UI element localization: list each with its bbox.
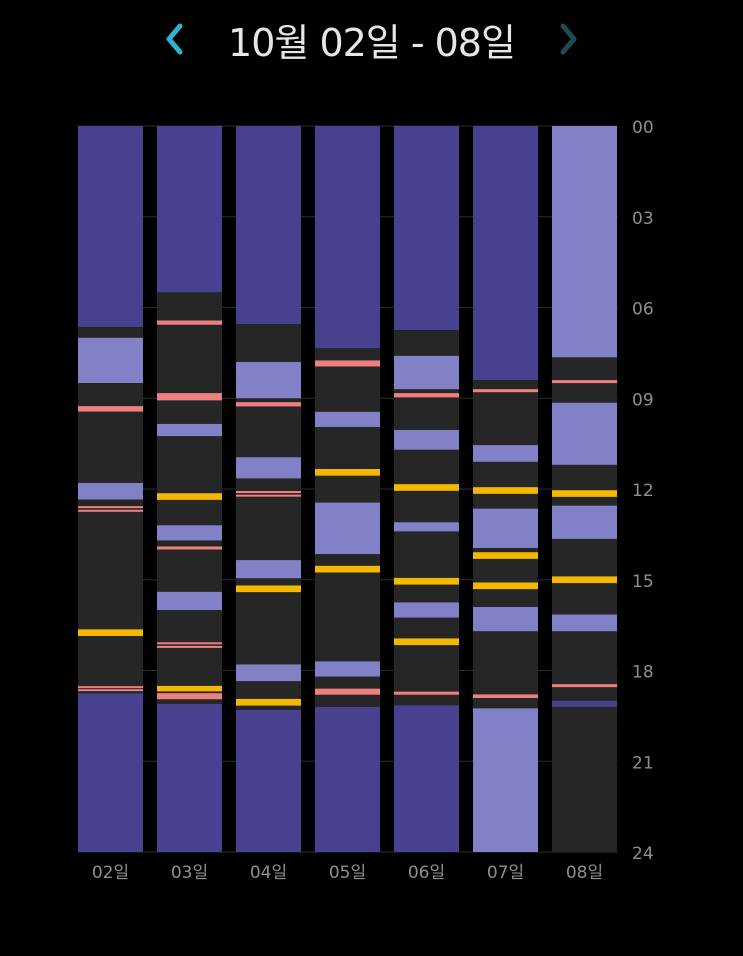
segment-light-blue bbox=[157, 591, 222, 610]
segment-light-blue bbox=[473, 708, 538, 852]
mark-pink bbox=[315, 360, 380, 367]
segment-dark-blue bbox=[394, 126, 459, 331]
mark-yellow bbox=[78, 629, 143, 637]
mark-pink bbox=[78, 509, 143, 512]
mark-yellow bbox=[394, 577, 459, 585]
segment-light-blue bbox=[236, 457, 301, 479]
prev-week-button[interactable] bbox=[158, 22, 192, 56]
mark-yellow bbox=[157, 685, 222, 692]
y-tick-label: 06 bbox=[632, 300, 654, 320]
segment-light-blue bbox=[473, 508, 538, 548]
segment-dark-blue bbox=[473, 126, 538, 381]
mark-pink bbox=[236, 494, 301, 497]
y-tick-label: 21 bbox=[632, 753, 654, 773]
mark-yellow bbox=[473, 582, 538, 590]
x-tick-label: 04일 bbox=[250, 863, 287, 883]
segment-light-blue bbox=[236, 560, 301, 579]
segment-light-blue bbox=[473, 445, 538, 462]
segment-dark-blue bbox=[394, 705, 459, 852]
segment-light-blue bbox=[394, 522, 459, 532]
mark-yellow bbox=[315, 469, 380, 476]
x-tick-label: 03일 bbox=[171, 863, 208, 883]
y-tick-label: 03 bbox=[632, 209, 654, 229]
segment-dark-blue bbox=[236, 126, 301, 325]
y-tick-label: 12 bbox=[632, 481, 654, 501]
mark-yellow bbox=[236, 698, 301, 706]
mark-pink bbox=[157, 320, 222, 325]
mark-yellow bbox=[236, 585, 301, 593]
mark-pink bbox=[157, 693, 222, 700]
mark-yellow bbox=[157, 493, 222, 500]
segment-light-blue bbox=[394, 430, 459, 450]
segment-dark-blue bbox=[552, 700, 617, 707]
segment-dark-gray bbox=[78, 499, 143, 694]
x-tick-label: 07일 bbox=[487, 863, 524, 883]
segment-light-blue bbox=[394, 355, 459, 390]
segment-dark-blue bbox=[315, 706, 380, 852]
x-tick-label: 05일 bbox=[329, 863, 366, 883]
x-tick-label: 02일 bbox=[92, 863, 129, 883]
y-tick-label: 24 bbox=[632, 844, 654, 864]
segment-light-blue bbox=[78, 482, 143, 500]
segment-light-blue bbox=[157, 525, 222, 541]
segment-light-blue bbox=[552, 614, 617, 632]
mark-pink bbox=[473, 389, 538, 393]
y-tick-label: 15 bbox=[632, 572, 654, 592]
y-tick-label: 09 bbox=[632, 390, 654, 410]
chart-header: 10월 02일 - 08일 bbox=[0, 0, 743, 78]
mark-pink bbox=[552, 380, 617, 384]
segment-light-blue bbox=[236, 361, 301, 399]
segment-light-blue bbox=[473, 606, 538, 632]
segment-light-blue bbox=[315, 502, 380, 555]
mark-pink bbox=[157, 393, 222, 401]
mark-pink bbox=[157, 642, 222, 645]
next-week-button[interactable] bbox=[551, 22, 585, 56]
mark-pink bbox=[473, 694, 538, 699]
chevron-left-icon bbox=[166, 23, 183, 55]
segment-light-blue bbox=[552, 402, 617, 465]
x-tick-label: 08일 bbox=[566, 863, 603, 883]
segment-light-blue bbox=[157, 423, 222, 437]
segment-dark-blue bbox=[78, 693, 143, 852]
mark-pink bbox=[552, 684, 617, 688]
mark-pink bbox=[236, 402, 301, 407]
segment-dark-blue bbox=[78, 126, 143, 328]
mark-pink bbox=[315, 688, 380, 695]
date-range-title: 10월 02일 - 08일 bbox=[228, 20, 516, 65]
segment-dark-blue bbox=[157, 126, 222, 293]
mark-yellow bbox=[394, 638, 459, 646]
x-tick-label: 06일 bbox=[408, 863, 445, 883]
mark-pink bbox=[157, 645, 222, 648]
segment-light-blue bbox=[552, 505, 617, 539]
segment-light-blue bbox=[552, 126, 617, 358]
chevron-right-icon bbox=[560, 23, 577, 55]
y-tick-label: 18 bbox=[632, 663, 654, 683]
mark-pink bbox=[78, 686, 143, 689]
mark-pink bbox=[157, 546, 222, 550]
mark-pink bbox=[78, 689, 143, 692]
mark-pink bbox=[78, 506, 143, 509]
segment-dark-blue bbox=[315, 126, 380, 349]
mark-yellow bbox=[473, 552, 538, 559]
segment-dark-blue bbox=[157, 703, 222, 852]
segment-light-blue bbox=[394, 602, 459, 618]
mark-pink bbox=[236, 491, 301, 494]
mark-yellow bbox=[552, 490, 617, 497]
segment-dark-blue bbox=[236, 709, 301, 852]
segment-light-blue bbox=[78, 337, 143, 384]
segment-dark-gray bbox=[78, 383, 143, 500]
mark-pink bbox=[78, 406, 143, 412]
mark-yellow bbox=[473, 487, 538, 494]
segment-dark-gray bbox=[78, 327, 143, 338]
segment-light-blue bbox=[236, 664, 301, 682]
segment-light-blue bbox=[315, 411, 380, 427]
mark-pink bbox=[394, 691, 459, 695]
mark-yellow bbox=[315, 565, 380, 573]
mark-yellow bbox=[394, 484, 459, 491]
segment-light-blue bbox=[315, 661, 380, 677]
mark-yellow bbox=[552, 576, 617, 584]
mark-pink bbox=[394, 393, 459, 398]
y-tick-label: 00 bbox=[632, 118, 654, 138]
